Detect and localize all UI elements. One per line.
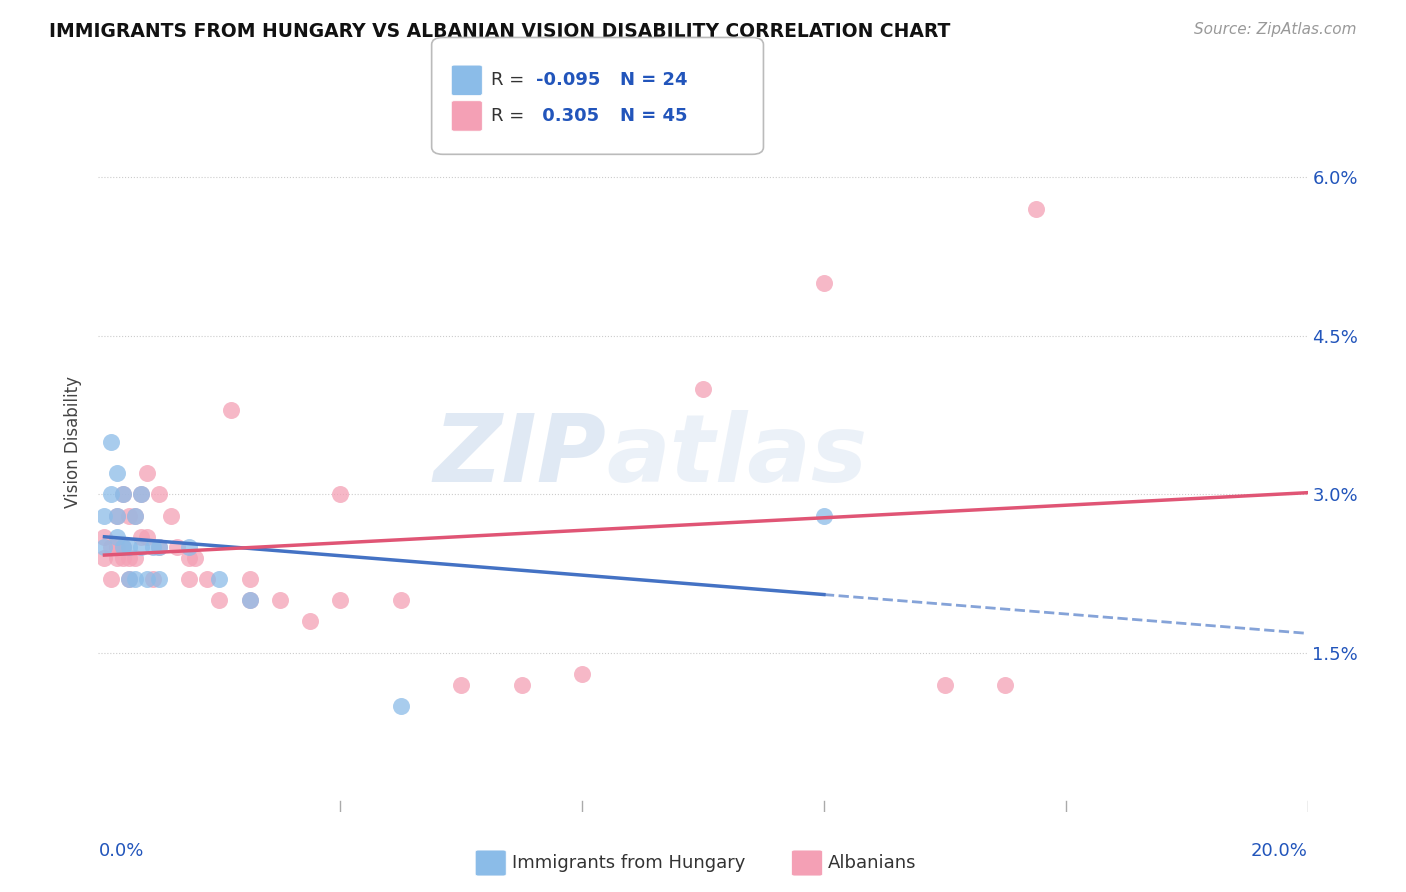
Point (93, 541, 115, 555)
Text: 0.305: 0.305 (536, 107, 599, 125)
Text: 20.0%: 20.0% (1251, 842, 1308, 860)
Point (1024, 202, 1046, 216)
Point (105, 550, 128, 565)
Point (994, 678, 1017, 692)
Point (93, 530, 115, 544)
Point (105, 530, 128, 544)
Text: R =: R = (491, 71, 530, 89)
Point (510, 678, 533, 692)
Point (105, 467, 128, 481)
Point (329, 593, 352, 607)
Point (129, 487, 152, 501)
Point (148, 487, 170, 501)
Point (100, 541, 122, 555)
Point (129, 530, 152, 544)
Point (813, 276, 835, 290)
Point (195, 572, 218, 586)
Point (129, 541, 152, 555)
Point (124, 508, 146, 523)
Point (118, 508, 141, 523)
Point (135, 572, 157, 586)
Y-axis label: Vision Disability: Vision Disability (65, 376, 83, 508)
Point (129, 487, 152, 501)
Text: Albanians: Albanians (828, 854, 917, 871)
Point (179, 550, 201, 565)
Point (389, 698, 412, 713)
Point (179, 572, 201, 586)
Text: N = 24: N = 24 (620, 71, 688, 89)
Point (148, 541, 170, 555)
Point (118, 550, 141, 565)
Point (934, 678, 956, 692)
Point (105, 541, 128, 555)
Point (111, 550, 134, 565)
Text: IMMIGRANTS FROM HUNGARY VS ALBANIAN VISION DISABILITY CORRELATION CHART: IMMIGRANTS FROM HUNGARY VS ALBANIAN VISI… (49, 22, 950, 41)
Point (221, 402, 243, 417)
Point (111, 487, 134, 501)
Point (105, 508, 128, 523)
Point (111, 541, 134, 555)
Point (239, 572, 262, 586)
Point (389, 593, 412, 607)
Point (118, 541, 141, 555)
Point (135, 530, 157, 544)
Point (179, 541, 201, 555)
Point (135, 467, 157, 481)
Point (111, 541, 134, 555)
Text: R =: R = (491, 107, 530, 125)
Point (124, 572, 146, 586)
Text: N = 45: N = 45 (620, 107, 688, 125)
Point (148, 541, 170, 555)
Point (450, 678, 472, 692)
Point (100, 487, 122, 501)
Point (118, 572, 141, 586)
Point (124, 550, 146, 565)
Text: ZIP: ZIP (433, 410, 606, 502)
Point (100, 572, 122, 586)
Point (142, 541, 165, 555)
Point (118, 572, 141, 586)
Text: atlas: atlas (606, 410, 868, 502)
Point (166, 541, 188, 555)
Text: Source: ZipAtlas.com: Source: ZipAtlas.com (1194, 22, 1357, 37)
Point (124, 508, 146, 523)
Point (93, 508, 115, 523)
Point (160, 508, 183, 523)
Point (111, 487, 134, 501)
Point (208, 593, 231, 607)
Text: -0.095: -0.095 (536, 71, 600, 89)
Point (239, 593, 262, 607)
Point (813, 508, 835, 523)
Point (571, 667, 593, 681)
Point (105, 508, 128, 523)
Point (184, 550, 207, 565)
Point (692, 382, 714, 396)
Point (142, 572, 165, 586)
Text: 0.0%: 0.0% (98, 842, 143, 860)
Point (299, 615, 322, 629)
Point (100, 434, 122, 449)
Text: Immigrants from Hungary: Immigrants from Hungary (512, 854, 745, 871)
Point (239, 593, 262, 607)
Point (329, 487, 352, 501)
Point (269, 593, 291, 607)
Point (148, 572, 170, 586)
Point (93, 550, 115, 565)
Point (208, 572, 231, 586)
